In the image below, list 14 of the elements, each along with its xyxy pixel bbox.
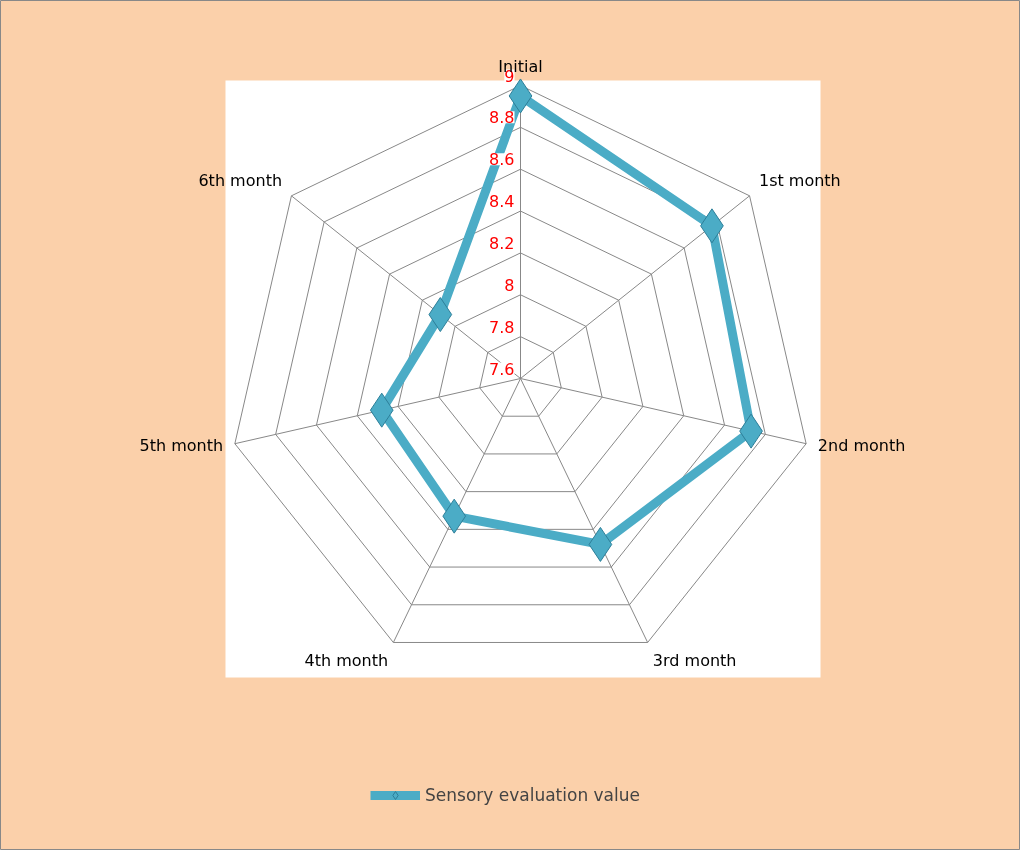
spoke-label: 6th month	[198, 170, 283, 190]
spoke-label: 3rd month	[652, 651, 737, 671]
y-tick-label: 7.6	[489, 359, 515, 379]
y-tick-label: 8	[504, 275, 515, 295]
y-tick-label: 8.4	[489, 192, 515, 212]
spoke-label: 1st month	[758, 170, 841, 190]
spoke-label: 4th month	[304, 651, 389, 671]
legend-label: Sensory evaluation value	[425, 785, 640, 805]
y-tick-label: 8.6	[489, 150, 515, 170]
spoke-label: 5th month	[139, 436, 224, 456]
y-tick-label: 8.8	[489, 108, 515, 128]
spoke-label: 2nd month	[817, 436, 906, 456]
y-tick-label: 7.8	[489, 317, 515, 337]
y-tick-label: 8.2	[489, 233, 515, 253]
